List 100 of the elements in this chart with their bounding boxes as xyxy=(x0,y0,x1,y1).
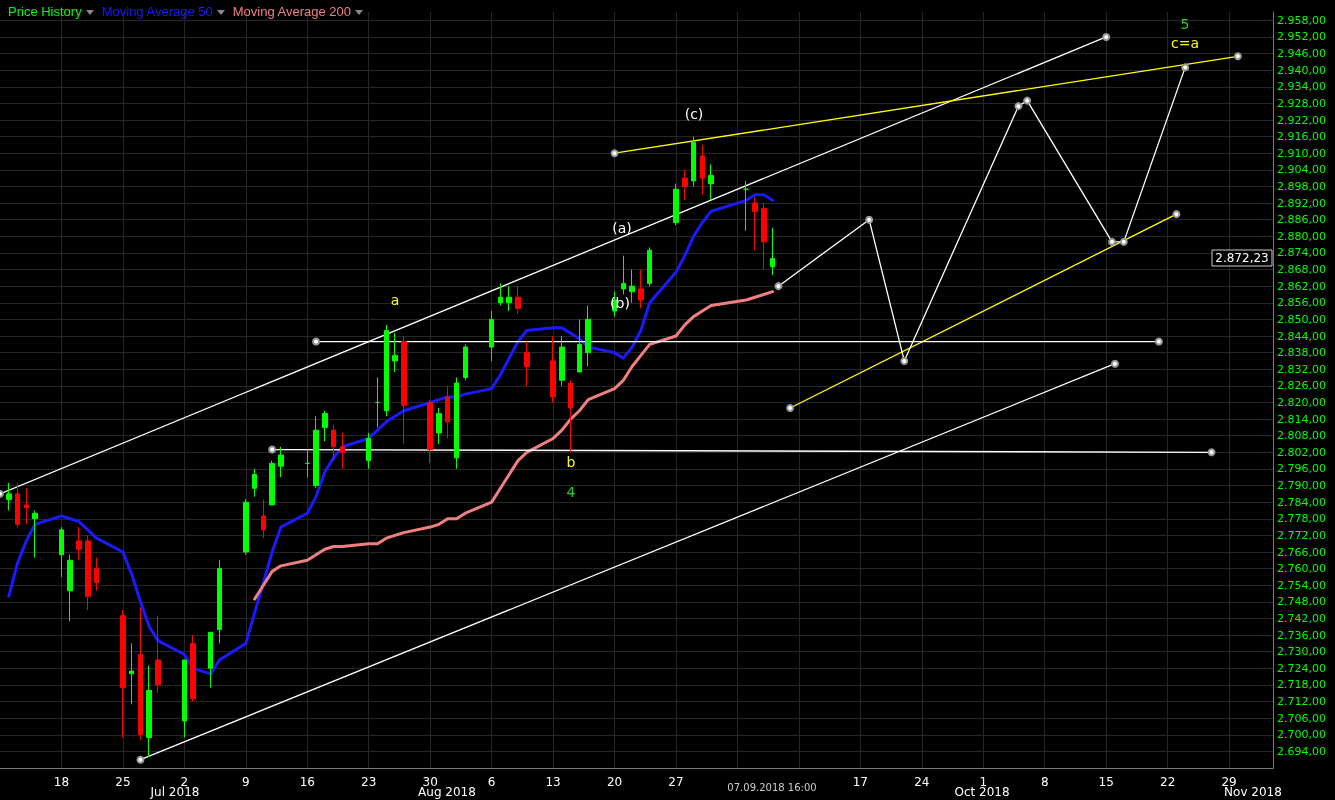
y-tick-label: 2.766,00 xyxy=(1277,545,1326,559)
candlestick xyxy=(305,449,310,478)
x-tick-label: 18 xyxy=(53,775,70,789)
y-tick-label: 2.802,00 xyxy=(1277,445,1326,459)
candlestick xyxy=(568,379,573,453)
y-tick-label: 2.784,00 xyxy=(1277,495,1326,509)
candlestick xyxy=(761,202,767,271)
point xyxy=(1110,359,1119,368)
text: Price History xyxy=(8,4,82,19)
y-tick-label: 2.700,00 xyxy=(1277,728,1326,742)
point xyxy=(268,445,277,454)
y-tick-label: 2.892,00 xyxy=(1277,196,1326,210)
point xyxy=(1207,448,1216,457)
candlestick xyxy=(261,498,266,539)
y-tick-label: 2.814,00 xyxy=(1277,412,1326,426)
candlestick xyxy=(243,498,249,556)
y-tick-label: 2.694,00 xyxy=(1277,744,1326,758)
x-tick-label: 17 xyxy=(852,775,869,789)
y-tick-label: 2.736,00 xyxy=(1277,628,1326,642)
annotation: 4 xyxy=(566,484,576,500)
y-tick-label: 2.820,00 xyxy=(1277,395,1326,409)
point xyxy=(1181,63,1190,72)
candlestick xyxy=(700,144,705,196)
candlestick xyxy=(577,318,582,373)
point xyxy=(1023,96,1032,105)
y-tick-label: 2.748,00 xyxy=(1277,595,1326,609)
candlestick xyxy=(427,399,433,464)
y-tick-label: 2.850,00 xyxy=(1277,312,1326,326)
candlestick xyxy=(322,410,328,442)
y-tick-label: 2.712,00 xyxy=(1277,695,1326,709)
candlestick xyxy=(252,468,257,498)
y-tick-label: 2.958,00 xyxy=(1277,13,1326,27)
candlestick xyxy=(506,285,512,312)
candlestick xyxy=(752,197,758,251)
y-tick-label: 2.922,00 xyxy=(1277,113,1326,127)
candlestick xyxy=(120,609,126,739)
candlestick xyxy=(515,285,521,315)
y-tick-label: 2.778,00 xyxy=(1277,512,1326,526)
x-tick-label: 27 xyxy=(668,775,684,789)
y-tick-label: 2.934,00 xyxy=(1277,80,1326,94)
annotation: a xyxy=(390,292,400,308)
line-series xyxy=(7,193,775,676)
candlestick xyxy=(743,180,749,232)
candlestick xyxy=(146,665,152,758)
point xyxy=(1154,337,1163,346)
point xyxy=(312,337,321,346)
candlestick xyxy=(647,246,652,287)
candlestick xyxy=(59,526,64,578)
y-tick-label: 2.862,00 xyxy=(1277,279,1326,293)
candlestick xyxy=(190,634,196,703)
candlestick xyxy=(673,183,679,226)
y-tick-label: 2.772,00 xyxy=(1277,528,1326,542)
candlestick xyxy=(85,534,91,611)
candlestick xyxy=(445,385,450,439)
y-tick-label: 2.946,00 xyxy=(1277,47,1326,61)
point xyxy=(1108,237,1117,246)
candlestick xyxy=(436,407,442,445)
candlestick xyxy=(76,526,82,561)
y-tick-label: 2.952,00 xyxy=(1277,30,1326,44)
y-tick-label: 2.808,00 xyxy=(1277,429,1326,443)
y-tick-label: 2.730,00 xyxy=(1277,645,1326,659)
y-tick-label: 2.916,00 xyxy=(1277,130,1326,144)
candlestick xyxy=(498,282,503,307)
candlestick xyxy=(138,606,143,741)
text: 07.09.2018 16:00 xyxy=(727,781,817,793)
y-tick-label: 2.754,00 xyxy=(1277,578,1326,592)
x-tick-label: 24 xyxy=(914,775,930,789)
x-tick-label: 13 xyxy=(545,775,561,789)
point xyxy=(1119,237,1128,246)
point xyxy=(900,356,909,365)
x-tick-label: 9 xyxy=(242,775,250,789)
text: Oct 2018 xyxy=(954,785,1010,799)
candlestick xyxy=(208,631,213,689)
candlestick xyxy=(375,377,380,428)
x-tick-label: 15 xyxy=(1098,775,1114,789)
candlestick xyxy=(524,341,530,387)
x-tick-label: 16 xyxy=(299,775,315,789)
y-tick-label: 2.706,00 xyxy=(1277,711,1326,725)
candlestick xyxy=(629,269,635,304)
annotation: c=a xyxy=(1170,35,1200,51)
candlestick xyxy=(182,659,187,739)
candlestick xyxy=(269,460,275,506)
annotation: (c) xyxy=(684,106,704,122)
y-tick-label: 2.826,00 xyxy=(1277,379,1326,393)
candlestick xyxy=(463,343,468,381)
y-tick-label: 2.796,00 xyxy=(1277,462,1326,476)
y-tick-label: 2.940,00 xyxy=(1277,63,1326,77)
candlestick xyxy=(384,324,389,417)
candlestick xyxy=(691,136,696,187)
text: Jul 2018 xyxy=(149,785,200,799)
candlestick xyxy=(15,482,20,528)
candlestick xyxy=(331,424,336,462)
x-tick-label: 6 xyxy=(487,775,496,789)
y-tick-label: 2.790,00 xyxy=(1277,479,1326,493)
annotation: 5 xyxy=(1180,16,1190,32)
point xyxy=(1014,102,1023,111)
y-tick-label: 2.910,00 xyxy=(1277,146,1326,160)
x-tick-label: 22 xyxy=(1160,775,1176,789)
x-tick-label: 23 xyxy=(361,775,377,789)
y-tick-label: 2.760,00 xyxy=(1277,562,1326,576)
